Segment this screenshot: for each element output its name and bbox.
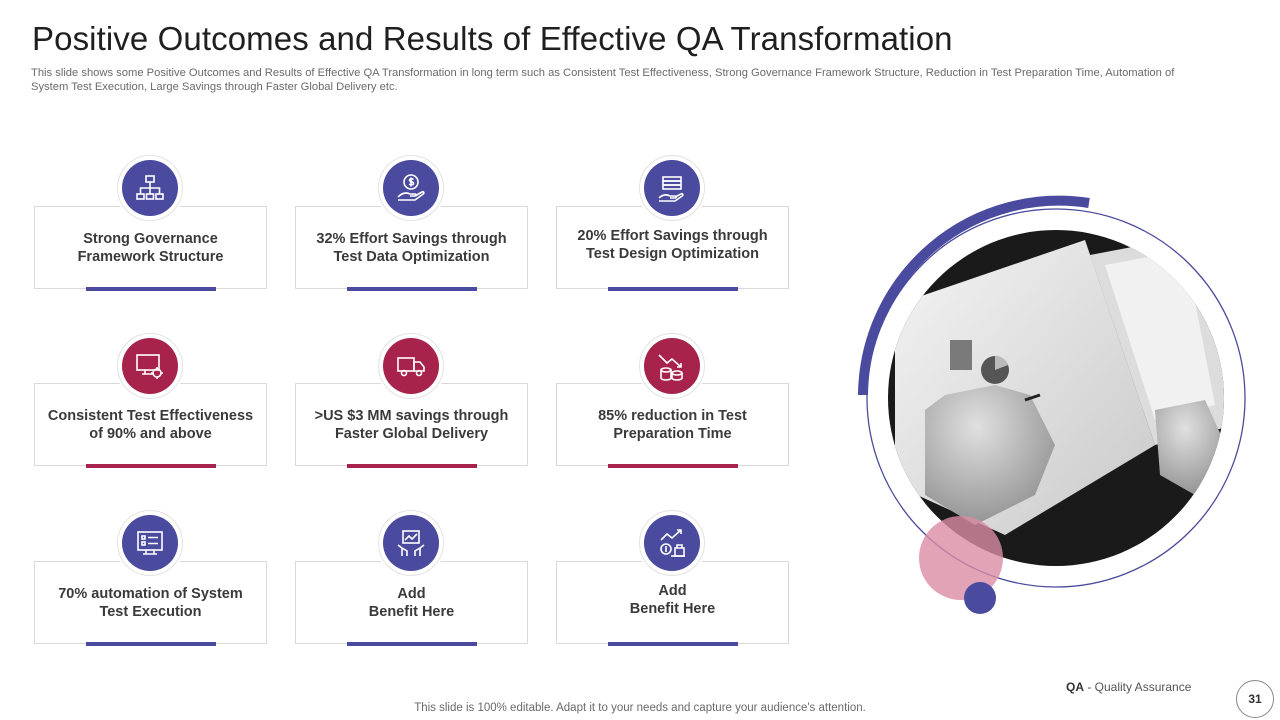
card-accent-bar xyxy=(86,464,216,468)
card-accent-bar xyxy=(347,642,477,646)
money-hand-icon xyxy=(639,155,705,221)
benefit-card: Add Benefit Here xyxy=(556,561,789,646)
checklist-screen-icon xyxy=(117,510,183,576)
benefit-card: 70% automation of System Test Execution xyxy=(34,561,267,646)
card-accent-bar xyxy=(347,464,477,468)
dollar-hand-icon xyxy=(378,155,444,221)
growth-plant-icon xyxy=(639,510,705,576)
monitor-gear-icon xyxy=(117,333,183,399)
qa-abbreviation: QA xyxy=(1066,680,1084,694)
chart-down-coins-icon xyxy=(639,333,705,399)
growth-hands-icon xyxy=(378,510,444,576)
card-accent-bar xyxy=(608,464,738,468)
benefit-card-text: Consistent Test Effectiveness of 90% and… xyxy=(47,407,254,442)
card-accent-bar xyxy=(86,642,216,646)
benefit-card-text: 70% automation of System Test Execution xyxy=(58,585,243,620)
card-accent-bar xyxy=(86,287,216,291)
benefit-card-text: >US $3 MM savings through Faster Global … xyxy=(314,407,509,442)
benefit-card-text: 85% reduction in Test Preparation Time xyxy=(598,407,747,442)
card-accent-bar xyxy=(608,642,738,646)
benefit-card-text: Add Benefit Here xyxy=(629,582,716,617)
qa-legend: QA - Quality Assurance xyxy=(1066,680,1191,694)
benefit-card: Add Benefit Here xyxy=(295,561,528,646)
card-accent-bar xyxy=(608,287,738,291)
org-chart-icon xyxy=(117,155,183,221)
page-number: 31 xyxy=(1236,680,1274,718)
decorative-photo xyxy=(858,195,1246,614)
footer-note: This slide is 100% editable. Adapt it to… xyxy=(414,702,866,714)
page-subtitle: This slide shows some Positive Outcomes … xyxy=(31,67,1175,93)
qa-full-name: - Quality Assurance xyxy=(1084,680,1192,694)
benefit-card-text: Strong Governance Framework Structure xyxy=(77,230,224,265)
card-accent-bar xyxy=(347,287,477,291)
page-title: Positive Outcomes and Results of Effecti… xyxy=(32,20,953,57)
benefit-card-text: 32% Effort Savings through Test Data Opt… xyxy=(316,230,507,265)
benefit-card-text: Add Benefit Here xyxy=(368,585,455,620)
benefit-card-text: 20% Effort Savings through Test Design O… xyxy=(577,227,768,262)
delivery-truck-icon xyxy=(378,333,444,399)
